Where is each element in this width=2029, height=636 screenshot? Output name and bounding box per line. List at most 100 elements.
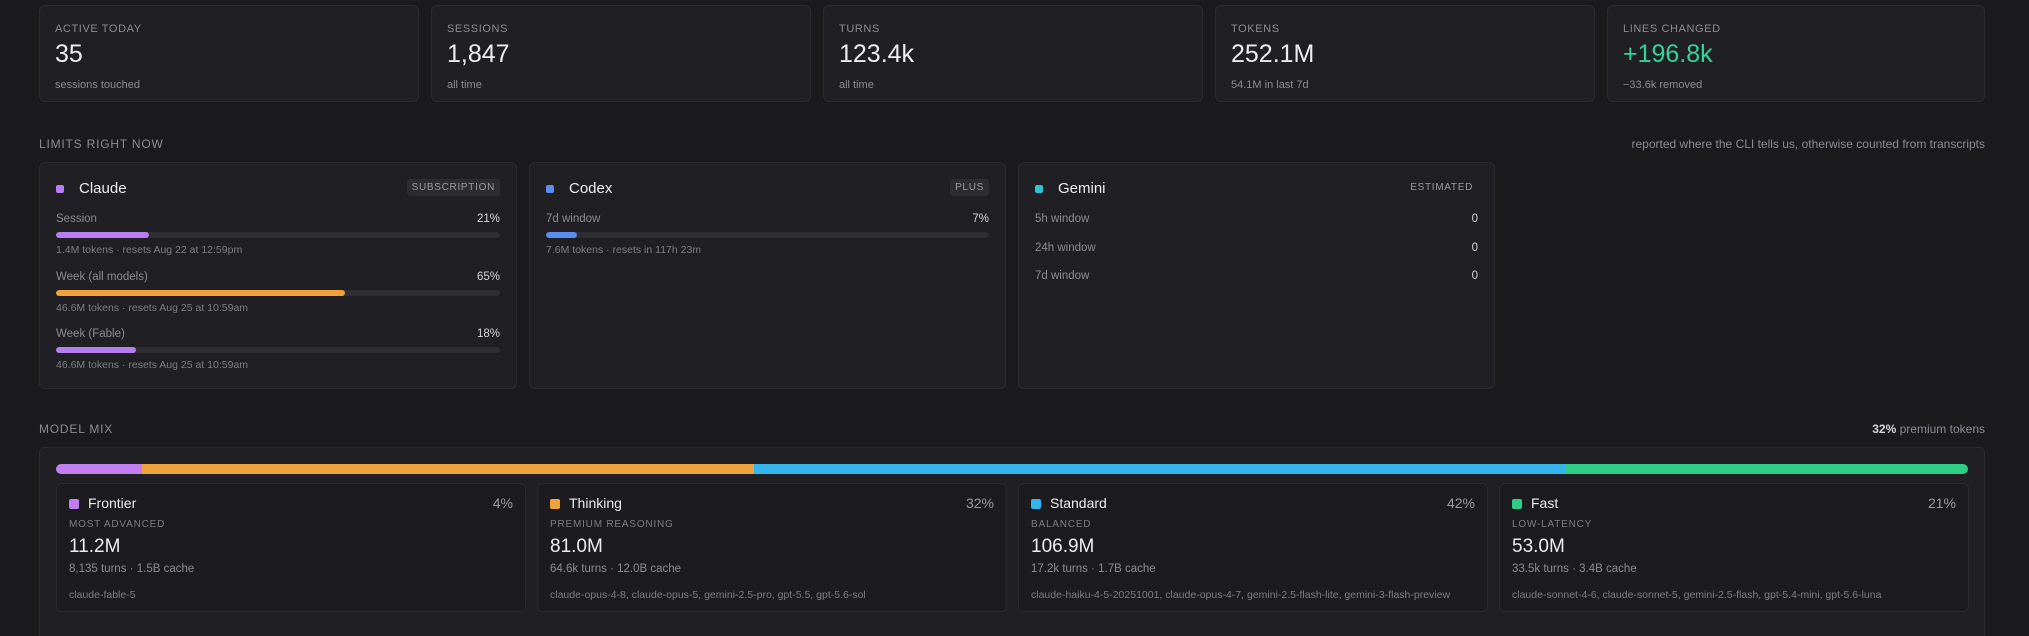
- premium-tokens-label: premium tokens: [1899, 422, 1985, 436]
- mix-segment-thinking: [142, 464, 754, 474]
- stat-label: TOKENS: [1231, 23, 1280, 35]
- stat-value: 1,847: [447, 40, 510, 68]
- limit-row-detail: 7.6M tokens · resets in 117h 23m: [546, 244, 702, 256]
- stat-sub: −33.6k removed: [1623, 79, 1703, 91]
- tier-models: claude-fable-5: [69, 589, 136, 601]
- tier-models: claude-haiku-4-5-20251001, claude-opus-4…: [1031, 589, 1451, 601]
- tier-subtitle: MOST ADVANCED: [69, 519, 166, 530]
- usage-progress-bar: [56, 347, 500, 353]
- stat-sub: all time: [839, 79, 874, 91]
- tier-percent: 42%: [1446, 495, 1475, 511]
- usage-progress-fill: [56, 347, 136, 353]
- codex-color-swatch: [546, 184, 554, 193]
- limits-section-title: LIMITS RIGHT NOW: [39, 137, 164, 151]
- tier-detail: 17.2k turns · 1.7B cache: [1031, 563, 1156, 575]
- limit-row-percent: 21%: [476, 213, 500, 225]
- limit-row-label: 7d window: [546, 213, 601, 225]
- limit-row-percent: 65%: [476, 271, 500, 283]
- tier-name: Fast: [1531, 495, 1559, 511]
- stat-label: SESSIONS: [447, 23, 509, 35]
- tier-tokens: 81.0M: [550, 536, 603, 557]
- gemini-color-swatch: [1035, 184, 1043, 193]
- stat-card-turns: TURNS 123.4k all time: [823, 5, 1203, 102]
- tier-subtitle: BALANCED: [1031, 519, 1092, 530]
- window-value: 0: [1471, 242, 1478, 254]
- stat-sub: all time: [447, 79, 482, 91]
- window-value: 0: [1471, 213, 1478, 225]
- usage-progress-bar: [56, 290, 500, 296]
- usage-progress-bar: [546, 232, 989, 238]
- stat-card-sessions: SESSIONS 1,847 all time: [431, 5, 811, 102]
- usage-progress-fill: [546, 232, 577, 238]
- tier-models: claude-opus-4-8, claude-opus-5, gemini-2…: [550, 589, 866, 601]
- limit-row-detail: 46.6M tokens · resets Aug 25 at 10:59am: [56, 359, 249, 371]
- thinking-color-swatch: [550, 499, 560, 509]
- limit-row-label: Week (Fable): [56, 328, 125, 340]
- tier-card-thinking: Thinking 32% PREMIUM REASONING 81.0M 64.…: [537, 483, 1007, 612]
- limit-card-gemini: Gemini ESTIMATED 5h window 0 24h window …: [1018, 162, 1495, 389]
- window-value: 0: [1471, 270, 1478, 282]
- limit-row-percent: 7%: [972, 213, 989, 225]
- limit-row-label: Session: [56, 213, 97, 225]
- limit-row-percent: 18%: [476, 328, 500, 340]
- mix-segment-standard: [753, 464, 1567, 474]
- tier-subtitle: PREMIUM REASONING: [550, 519, 674, 530]
- stat-card-active-today: ACTIVE TODAY 35 sessions touched: [39, 5, 419, 102]
- usage-progress-fill: [56, 232, 150, 238]
- estimated-badge: ESTIMATED: [1410, 182, 1473, 193]
- provider-name: Claude: [79, 180, 127, 197]
- limit-card-header: Gemini: [1035, 180, 1106, 197]
- stat-value: 123.4k: [839, 40, 915, 68]
- limits-note: reported where the CLI tells us, otherwi…: [1631, 137, 1986, 151]
- tier-tokens: 53.0M: [1512, 536, 1565, 557]
- tier-detail: 8,135 turns · 1.5B cache: [69, 563, 195, 575]
- stat-label: LINES CHANGED: [1623, 23, 1721, 35]
- limit-card-header: Claude: [56, 180, 127, 197]
- stat-label: TURNS: [839, 23, 880, 35]
- limit-row-detail: 1.4M tokens · resets Aug 22 at 12:59pm: [56, 244, 243, 256]
- plan-badge: PLUS: [950, 179, 989, 196]
- tier-tokens: 106.9M: [1031, 536, 1095, 557]
- limit-card-header: Codex: [546, 180, 612, 197]
- tier-card-fast: Fast 21% LOW-LATENCY 53.0M 33.5k turns ·…: [1499, 483, 1969, 612]
- mix-segment-frontier: [56, 464, 143, 474]
- plan-badge: SUBSCRIPTION: [406, 179, 500, 196]
- standard-color-swatch: [1031, 499, 1041, 509]
- tier-detail: 64.6k turns · 12.0B cache: [550, 563, 682, 575]
- usage-progress-bar: [56, 232, 500, 238]
- frontier-color-swatch: [69, 499, 79, 509]
- tier-name: Frontier: [88, 495, 137, 511]
- tier-card-frontier: Frontier 4% MOST ADVANCED 11.2M 8,135 tu…: [56, 483, 526, 612]
- tier-detail: 33.5k turns · 3.4B cache: [1512, 563, 1637, 575]
- limit-card-codex: Codex PLUS 7d window 7% 7.6M tokens · re…: [529, 162, 1006, 389]
- tier-percent: 4%: [492, 495, 513, 511]
- tier-percent: 32%: [965, 495, 994, 511]
- window-label: 7d window: [1035, 270, 1090, 282]
- tier-name: Thinking: [569, 495, 622, 511]
- stat-value: 252.1M: [1231, 40, 1315, 68]
- mix-segment-fast: [1566, 464, 1968, 474]
- stat-card-tokens: TOKENS 252.1M 54.1M in last 7d: [1215, 5, 1595, 102]
- provider-name: Codex: [569, 180, 613, 197]
- usage-progress-fill: [56, 290, 345, 296]
- window-label: 5h window: [1035, 213, 1090, 225]
- limit-row-label: Week (all models): [56, 271, 148, 283]
- tier-percent: 21%: [1927, 495, 1956, 511]
- tier-name: Standard: [1050, 495, 1107, 511]
- stat-card-lines-changed: LINES CHANGED +196.8k −33.6k removed: [1607, 5, 1985, 102]
- premium-tokens-percent: 32%: [1872, 422, 1897, 436]
- claude-color-swatch: [56, 184, 64, 193]
- provider-name: Gemini: [1058, 180, 1106, 197]
- stat-value-positive: +196.8k: [1623, 40, 1713, 68]
- stat-label: ACTIVE TODAY: [55, 23, 142, 35]
- stat-sub: 54.1M in last 7d: [1231, 79, 1309, 91]
- premium-tokens-note: 32% premium tokens: [1585, 422, 1985, 436]
- fast-color-swatch: [1512, 499, 1522, 509]
- tier-card-standard: Standard 42% BALANCED 106.9M 17.2k turns…: [1018, 483, 1488, 612]
- window-label: 24h window: [1035, 242, 1096, 254]
- limit-card-claude: Claude SUBSCRIPTION Session 21% 1.4M tok…: [39, 162, 517, 389]
- tier-subtitle: LOW-LATENCY: [1512, 519, 1593, 530]
- tier-tokens: 11.2M: [69, 536, 121, 557]
- stat-value: 35: [55, 40, 83, 68]
- stat-sub: sessions touched: [55, 79, 140, 91]
